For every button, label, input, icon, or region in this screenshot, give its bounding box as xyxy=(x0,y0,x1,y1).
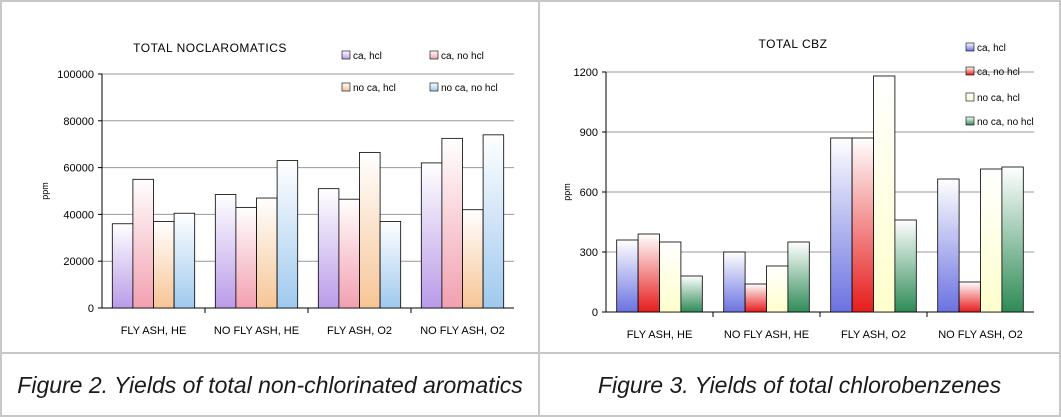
bar-no-ca-hcl-no-fly-ash-o2 xyxy=(462,209,484,309)
bar-ca-no-hcl-fly-ash-he xyxy=(132,178,154,309)
legend-swatch xyxy=(965,42,975,52)
legend-swatch xyxy=(965,116,975,126)
bar-no-ca-hcl-fly-ash-he xyxy=(153,221,175,309)
bar-ca-no-hcl-no-fly-ash-he xyxy=(744,283,767,313)
bar-ca-hcl-no-fly-ash-o2 xyxy=(937,178,960,313)
bar-no-ca-no-hcl-fly-ash-o2 xyxy=(379,221,402,309)
y-tick-label: 0 xyxy=(88,303,94,315)
y-tick-label: 40000 xyxy=(63,209,94,221)
y-tick-label: 60000 xyxy=(63,163,94,175)
x-tick-label: NO FLY ASH, O2 xyxy=(420,325,505,337)
figure-3-caption: Figure 3. Yields of total chlorobenzenes xyxy=(597,371,1002,398)
x-tick-label: NO FLY ASH, HE xyxy=(214,325,299,337)
bar-no-ca-hcl-no-fly-ash-he xyxy=(766,265,789,313)
y-axis-label: ppm xyxy=(40,182,50,200)
legend-swatch xyxy=(429,50,439,60)
y-tick-label: 600 xyxy=(580,187,598,199)
bar-no-ca-no-hcl-no-fly-ash-o2 xyxy=(1001,166,1024,313)
y-tick-label: 0 xyxy=(592,307,598,319)
y-tick-label: 20000 xyxy=(63,256,94,268)
x-tick-label: FLY ASH, O2 xyxy=(327,325,392,337)
bar-ca-no-hcl-no-fly-ash-he xyxy=(235,206,257,309)
chart-title: TOTAL NOCLAROMATICS xyxy=(133,41,287,55)
legend-label-ca-hcl: ca, hcl xyxy=(977,43,1006,54)
y-axis-label: ppm xyxy=(562,183,572,201)
legend-label-ca-hcl: ca, hcl xyxy=(353,51,382,62)
legend-swatch xyxy=(341,82,351,92)
chart-total-cbz: 0 300 600 900 1200 FLY ASH, HE NO FLY ASH, HE F… xyxy=(562,37,1034,341)
legend-label-no-ca-no-hcl: no ca, no hcl xyxy=(441,83,498,94)
bar-ca-hcl-fly-ash-he xyxy=(111,223,134,309)
bar-no-ca-hcl-fly-ash-he xyxy=(659,241,682,313)
legend-label-no-ca-no-hcl: no ca, no hcl xyxy=(977,117,1034,128)
bar-ca-no-hcl-fly-ash-he xyxy=(637,233,660,313)
bar-ca-hcl-fly-ash-o2 xyxy=(317,188,340,309)
y-tick-label: 300 xyxy=(580,247,598,259)
bar-no-ca-no-hcl-fly-ash-o2 xyxy=(894,219,917,313)
bar-ca-hcl-no-fly-ash-he xyxy=(723,251,746,313)
legend-label-no-ca-hcl: no ca, hcl xyxy=(977,93,1020,104)
legend-label-no-ca-hcl: no ca, hcl xyxy=(353,83,396,94)
y-tick-label: 100000 xyxy=(57,69,94,81)
chart-title: TOTAL CBZ xyxy=(759,37,828,51)
bar-ca-hcl-no-fly-ash-he xyxy=(214,194,237,309)
x-tick-label: FLY ASH, HE xyxy=(121,325,187,337)
x-tick-label: FLY ASH, HE xyxy=(627,329,693,341)
bar-ca-no-hcl-fly-ash-o2 xyxy=(338,198,360,309)
legend-label-ca-no-hcl: ca, no hcl xyxy=(441,51,484,62)
figure-3-caption-cell: Figure 3. Yields of total chlorobenzenes xyxy=(538,352,1061,417)
figure-2-caption-cell: Figure 2. Yields of total non-chlorinate… xyxy=(0,352,540,417)
bar-no-ca-hcl-fly-ash-o2 xyxy=(359,151,381,309)
bar-no-ca-no-hcl-fly-ash-he xyxy=(680,275,703,313)
bar-ca-no-hcl-no-fly-ash-o2 xyxy=(441,137,463,309)
bar-no-ca-hcl-fly-ash-o2 xyxy=(873,75,896,313)
x-tick-label: FLY ASH, O2 xyxy=(841,329,906,341)
bar-ca-no-hcl-no-fly-ash-o2 xyxy=(958,281,981,313)
y-tick-label: 1200 xyxy=(574,67,598,79)
x-tick-label: NO FLY ASH, O2 xyxy=(938,329,1023,341)
legend-swatch xyxy=(429,82,439,92)
bar-ca-hcl-fly-ash-o2 xyxy=(830,137,853,313)
figure-3-panel: 0 300 600 900 1200 FLY ASH, HE NO FLY ASH, HE F… xyxy=(538,0,1061,354)
x-tick-label: NO FLY ASH, HE xyxy=(724,329,809,341)
legend-swatch xyxy=(965,66,975,76)
bar-no-ca-no-hcl-fly-ash-he xyxy=(173,212,196,309)
bar-ca-hcl-fly-ash-he xyxy=(616,239,639,313)
bar-ca-hcl-no-fly-ash-o2 xyxy=(420,162,443,309)
chart-total-nocl-aromatics: 0 20000 40000 60000 80000 100000 FLY ASH, HE NO… xyxy=(40,41,514,337)
legend-swatch xyxy=(341,50,351,60)
y-tick-label: 900 xyxy=(580,127,598,139)
bar-no-ca-no-hcl-no-fly-ash-he xyxy=(787,241,810,313)
bar-ca-no-hcl-fly-ash-o2 xyxy=(851,137,874,313)
legend-label-ca-no-hcl: ca, no hcl xyxy=(977,67,1020,78)
y-tick-label: 80000 xyxy=(63,116,94,128)
legend-swatch xyxy=(965,92,975,102)
bar-no-ca-no-hcl-no-fly-ash-he xyxy=(276,160,299,309)
figure-2-panel: 0 20000 40000 60000 80000 100000 FLY ASH, HE NO… xyxy=(0,0,540,354)
bar-no-ca-hcl-no-fly-ash-he xyxy=(256,197,278,309)
figure-2-caption: Figure 2. Yields of total non-chlorinate… xyxy=(17,371,523,398)
bar-no-ca-no-hcl-no-fly-ash-o2 xyxy=(482,134,505,309)
bar-no-ca-hcl-no-fly-ash-o2 xyxy=(980,168,1003,313)
